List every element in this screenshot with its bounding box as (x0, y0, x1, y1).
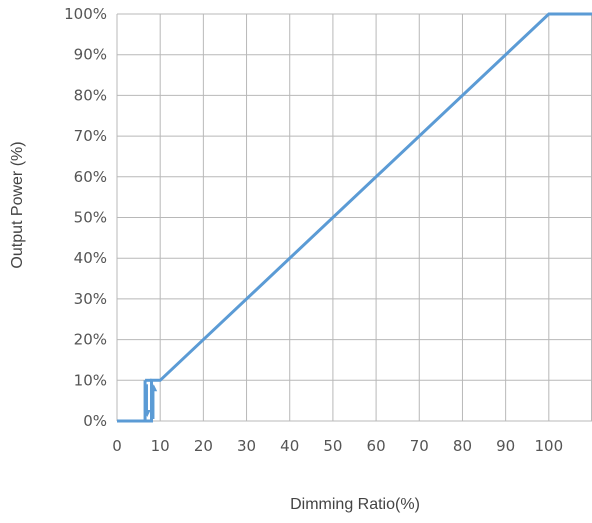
y-axis-title: Output Power (%) (9, 141, 26, 268)
y-tick-label-2: 20% (74, 331, 107, 349)
y-tick-label-5: 50% (74, 209, 107, 227)
x-tick-label-6: 60 (367, 437, 386, 455)
x-axis-ticks: 0 10 20 30 40 50 60 70 80 90 100 (112, 437, 563, 455)
y-tick-label-6: 60% (74, 168, 107, 186)
x-tick-label-1: 10 (151, 437, 170, 455)
y-tick-label-4: 40% (74, 249, 107, 267)
y-axis-ticks: 0% 10% 20% 30% 40% 50% 60% 70% 80% 90% 100% (64, 5, 107, 430)
grid-lines (116, 13, 592, 422)
x-tick-label-10: 100 (534, 437, 563, 455)
y-tick-label-1: 10% (74, 371, 107, 389)
x-tick-label-8: 80 (453, 437, 472, 455)
x-tick-label-2: 20 (194, 437, 213, 455)
x-tick-label-5: 50 (323, 437, 342, 455)
y-tick-label-7: 70% (74, 127, 107, 145)
y-tick-label-10: 100% (64, 5, 107, 23)
x-axis-title: Dimming Ratio(%) (290, 496, 420, 513)
x-tick-label-7: 70 (410, 437, 429, 455)
down-arrow-icon (143, 410, 151, 417)
x-tick-label-9: 90 (496, 437, 515, 455)
y-tick-label-0: 0% (83, 412, 107, 430)
y-tick-label-9: 90% (74, 46, 107, 64)
y-tick-label-8: 80% (74, 86, 107, 104)
x-tick-label-0: 0 (112, 437, 122, 455)
x-tick-label-3: 30 (237, 437, 256, 455)
series-layer (117, 12, 592, 423)
y-tick-label-3: 30% (74, 290, 107, 308)
up-arrow-icon (150, 384, 158, 392)
x-tick-label-4: 40 (280, 437, 299, 455)
